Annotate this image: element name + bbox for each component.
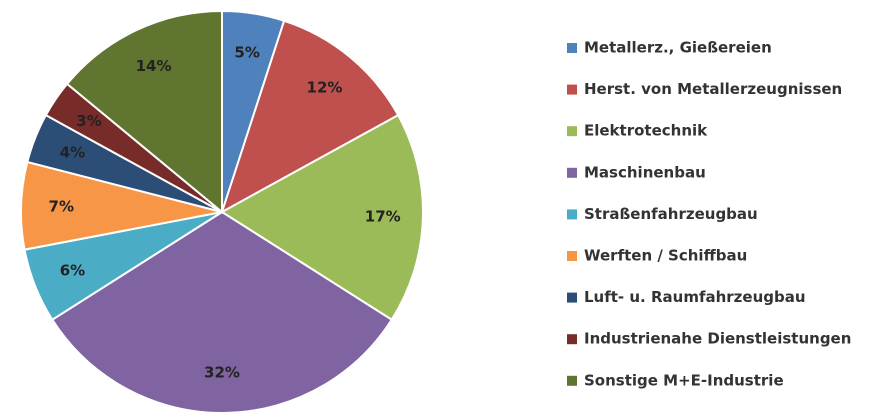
- legend-label: Sonstige M+E-Industrie: [584, 371, 784, 389]
- legend-label: Metallerz., Gießereien: [584, 39, 772, 57]
- slice-label: 14%: [136, 57, 172, 75]
- slice-label: 3%: [76, 112, 101, 130]
- pie-slice: [220, 113, 424, 322]
- legend-label: Werften / Schiffbau: [584, 247, 747, 265]
- slice-label: 32%: [204, 363, 240, 381]
- slice-label: 7%: [49, 197, 74, 215]
- legend-swatch: [567, 334, 577, 345]
- legend-swatch: [567, 167, 577, 178]
- legend-swatch: [567, 209, 577, 220]
- legend-label: Elektrotechnik: [584, 122, 708, 140]
- slice-label: 17%: [365, 208, 401, 226]
- legend-label: Luft- u. Raumfahrzeugbau: [584, 288, 806, 306]
- slice-label: 12%: [307, 79, 343, 97]
- legend-swatch: [567, 43, 577, 53]
- legend-label: Maschinenbau: [584, 163, 706, 181]
- legend-label: Straßenfahrzeugbau: [584, 205, 758, 223]
- slice-label: 4%: [60, 143, 85, 161]
- legend-swatch: [567, 292, 577, 303]
- legend-swatch: [567, 375, 577, 386]
- legend-label: Industrienahe Dienstleistungen: [584, 330, 851, 348]
- pie-slice: [220, 19, 400, 215]
- slice-label: 6%: [60, 262, 85, 280]
- slice-label: 5%: [234, 44, 259, 62]
- legend-label: Herst. von Metallerzeugnissen: [584, 80, 842, 98]
- legend-swatch: [567, 84, 577, 95]
- legend-swatch: [567, 251, 577, 261]
- pie-slice: [65, 9, 223, 215]
- legend-swatch: [567, 126, 577, 137]
